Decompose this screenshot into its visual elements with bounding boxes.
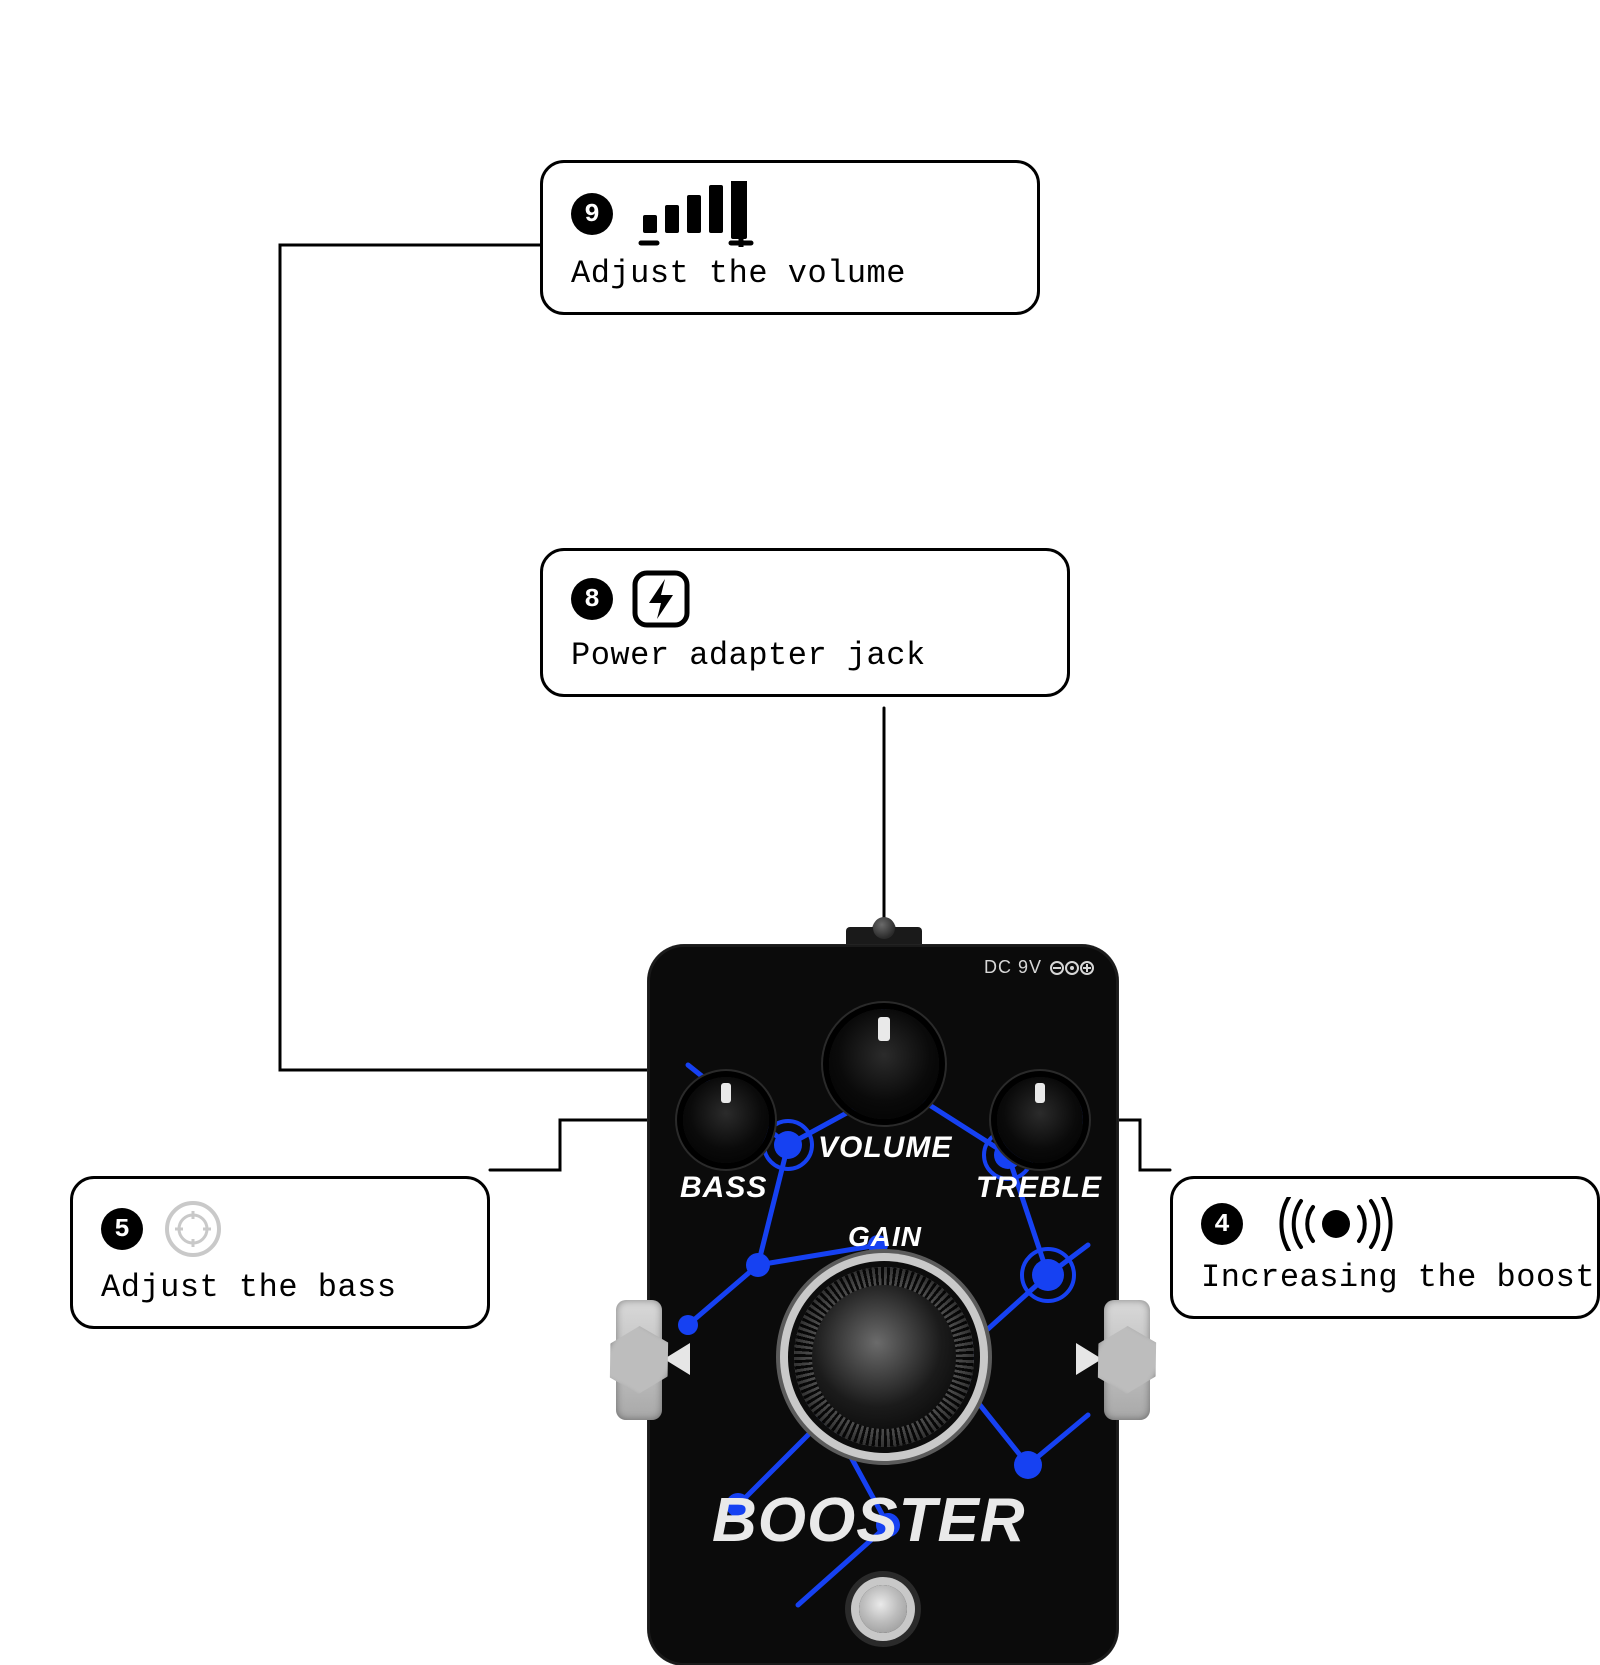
pedal-power-jack	[846, 927, 922, 947]
callout-booster: 4 Increasing the booster	[1170, 1176, 1600, 1319]
pedal-body: DC 9V BASS VOLUME TREBLE GAIN	[648, 945, 1118, 1665]
diagram-stage: 9 Adjust th	[0, 0, 1600, 1600]
callout-power-label: Power adapter jack	[571, 637, 1039, 674]
callout-booster-number: 4	[1201, 1203, 1243, 1245]
pedal-dc-label: DC 9V	[984, 957, 1096, 978]
pedal-led	[859, 1585, 907, 1633]
callout-volume: 9 Adjust th	[540, 160, 1040, 315]
polarity-icon	[1048, 959, 1096, 977]
pedal-title: BOOSTER	[712, 1485, 1026, 1556]
knob-treble[interactable]	[997, 1077, 1083, 1163]
callout-power-number: 8	[571, 578, 613, 620]
callout-bass: 5 Adjust the bass	[70, 1176, 490, 1329]
knob-bass[interactable]	[683, 1077, 769, 1163]
label-bass: BASS	[680, 1171, 767, 1205]
bass-port-icon	[161, 1197, 225, 1261]
label-gain: GAIN	[848, 1221, 922, 1253]
signal-waves-icon	[1261, 1197, 1411, 1251]
pedal-dc-text: DC 9V	[984, 957, 1042, 978]
callout-bass-number: 5	[101, 1208, 143, 1250]
volume-bars-icon	[631, 181, 771, 247]
label-treble: TREBLE	[976, 1171, 1102, 1205]
jack-left	[616, 1300, 662, 1420]
jack-right	[1104, 1300, 1150, 1420]
callout-booster-label: Increasing the booster	[1201, 1259, 1569, 1296]
knob-volume[interactable]	[829, 1009, 939, 1119]
knob-gain[interactable]	[794, 1267, 974, 1447]
label-volume: VOLUME	[818, 1131, 952, 1165]
callout-bass-label: Adjust the bass	[101, 1269, 459, 1306]
bolt-icon	[631, 569, 691, 629]
callout-volume-number: 9	[571, 193, 613, 235]
callout-power: 8 Power adapter jack	[540, 548, 1070, 697]
callout-volume-label: Adjust the volume	[571, 255, 1009, 292]
